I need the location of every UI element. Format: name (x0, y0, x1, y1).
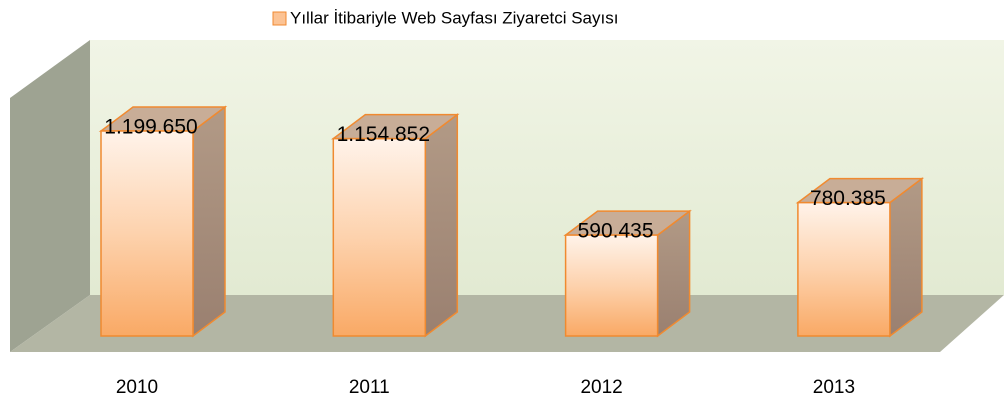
back-wall (90, 40, 1004, 295)
value-label: 590.435 (578, 220, 654, 243)
x-tick-label: 2011 (349, 377, 390, 398)
bar (332, 137, 427, 337)
value-label: 1.154.852 (337, 123, 430, 146)
side-wall (10, 40, 90, 352)
floor (10, 295, 1004, 352)
bar-side (192, 105, 226, 338)
bar-side (424, 113, 459, 338)
bar (797, 201, 891, 337)
value-label: 780.385 (810, 187, 886, 210)
bar-side (889, 177, 923, 338)
x-tick-label: 2012 (580, 377, 622, 398)
bars (98, 105, 925, 338)
x-tick-label: 2013 (813, 377, 855, 398)
legend-label: Yıllar İtibariyle Web Sayfası Ziyaretci … (290, 8, 618, 27)
value-label: 1.199.650 (104, 116, 197, 139)
legend-swatch (272, 11, 287, 26)
bar (100, 130, 194, 337)
bar (564, 234, 659, 337)
x-tick-label: 2010 (116, 377, 158, 398)
